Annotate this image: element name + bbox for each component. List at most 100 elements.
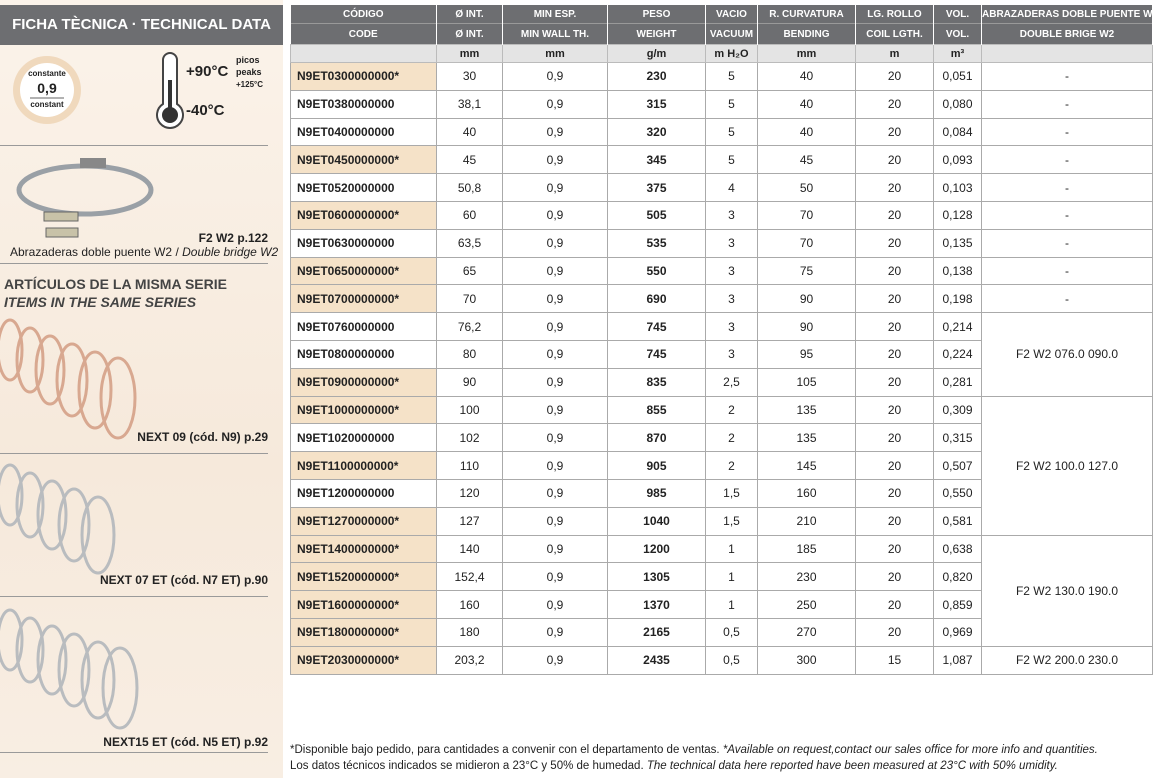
code-cell: N9ET0380000000 (290, 89, 437, 119)
value-cell: 0,9 (502, 645, 608, 675)
data-row: N9ET1270000000* 127 0,9 1040 1,5 210 20 0,581 (290, 506, 1153, 536)
value-cell: 0,9 (502, 451, 608, 480)
code-cell: N9ET1200000000 (290, 478, 437, 508)
value-cell: 50 (757, 173, 856, 202)
value-cell: 90 (757, 284, 856, 314)
header-cell: VACIO (705, 5, 758, 24)
value-cell: 1200 (607, 534, 706, 564)
value-cell: 0,5 (705, 645, 758, 675)
clamp-caption: Abrazaderas doble puente W2 / Double bri… (10, 245, 278, 259)
header-cell: mm (757, 44, 856, 63)
value-cell: 2165 (607, 617, 706, 647)
value-cell: 905 (607, 451, 706, 480)
data-row: N9ET2030000000* 203,2 0,9 2435 0,5 300 15 1,087… (290, 645, 1153, 675)
value-cell: 160 (757, 478, 856, 508)
value-cell: 1370 (607, 590, 706, 619)
value-cell: 20 (855, 617, 934, 647)
value-cell: 0,315 (933, 423, 982, 453)
value-cell: 160 (436, 590, 503, 619)
peak-es: picos (236, 55, 260, 65)
header-cell: BENDING (757, 23, 856, 45)
series-title-es: ARTÍCULOS DE LA MISMA SERIE (4, 276, 227, 292)
value-cell: 0,9 (502, 339, 608, 369)
value-cell: 230 (757, 562, 856, 592)
data-row: N9ET1520000000* 152,4 0,9 1305 1 230 20 0,820 (290, 562, 1153, 592)
value-cell: 70 (757, 200, 856, 230)
value-cell: 550 (607, 256, 706, 286)
footnote-es: *Disponible bajo pedido, para cantidades… (290, 744, 720, 756)
separator (0, 453, 268, 454)
value-cell: 0,9 (502, 478, 608, 508)
value-cell: 38,1 (436, 89, 503, 119)
value-cell: 110 (436, 451, 503, 480)
value-cell: 40 (757, 117, 856, 147)
value-cell: 20 (855, 89, 934, 119)
value-cell: 20 (855, 562, 934, 592)
value-cell: 20 (855, 590, 934, 619)
header-cell: CODE (290, 23, 437, 45)
value-cell: 0,507 (933, 451, 982, 480)
value-cell: 3 (705, 200, 758, 230)
peak-value: +125°C (236, 80, 263, 89)
value-cell: 2 (705, 395, 758, 425)
badge-bottom: constant (30, 100, 64, 109)
hose-images (0, 318, 139, 730)
value-cell: 40 (757, 89, 856, 119)
clamp-cell: - (981, 284, 1153, 314)
value-cell: 230 (607, 62, 706, 91)
header-cell: VOL. (933, 23, 982, 45)
value-cell: 3 (705, 339, 758, 369)
code-cell: N9ET0300000000* (290, 62, 437, 91)
value-cell: 250 (757, 590, 856, 619)
code-cell: N9ET0520000000 (290, 173, 437, 202)
code-cell: N9ET0650000000* (290, 256, 437, 286)
value-cell: 0,128 (933, 200, 982, 230)
peak-en: peaks (236, 67, 262, 77)
value-cell: 185 (757, 534, 856, 564)
value-cell: 15 (855, 645, 934, 675)
code-cell: N9ET1100000000* (290, 451, 437, 480)
data-row: N9ET1000000000* 100 0,9 855 2 135 20 0,309 F2 W2… (290, 395, 1153, 536)
clamp-bridge (43, 211, 79, 222)
header-cell: Ø INT. (436, 5, 503, 24)
data-row: N9ET1020000000 102 0,9 870 2 135 20 0,315 (290, 423, 1153, 453)
value-cell: 0,9 (502, 89, 608, 119)
value-cell: 1 (705, 590, 758, 619)
code-cell: N9ET1800000000* (290, 617, 437, 647)
separator (0, 145, 268, 146)
value-cell: 0,9 (502, 506, 608, 536)
value-cell: 1 (705, 534, 758, 564)
value-cell: 105 (757, 367, 856, 397)
value-cell: 210 (757, 506, 856, 536)
header-cell: PESO (607, 5, 706, 24)
value-cell: 0,224 (933, 339, 982, 369)
code-cell: N9ET2030000000* (290, 645, 437, 675)
value-cell: 0,550 (933, 478, 982, 508)
data-row: N9ET0630000000 63,5 0,9 535 3 70 20 0,135- (290, 228, 1153, 258)
header-cell: m³ (933, 44, 982, 63)
value-cell: 535 (607, 228, 706, 258)
clamp-cell: F2 W2 100.0 127.0 (981, 395, 1153, 536)
value-cell: 0,9 (502, 200, 608, 230)
clamp-caption-es: Abrazaderas doble puente W2 / (10, 245, 179, 259)
sidebar-icons (13, 52, 184, 129)
value-cell: 20 (855, 117, 934, 147)
value-cell: 0,9 (502, 228, 608, 258)
series-title-en: ITEMS IN THE SAME SERIES (4, 294, 197, 310)
value-cell: 152,4 (436, 562, 503, 592)
value-cell: 2435 (607, 645, 706, 675)
header-cell: MIN WALL TH. (502, 23, 608, 45)
header-cell: m H₂O (705, 44, 758, 63)
value-cell: 100 (436, 395, 503, 425)
value-cell: 203,2 (436, 645, 503, 675)
thermometer-column (168, 80, 172, 110)
value-cell: 3 (705, 284, 758, 314)
value-cell: 320 (607, 117, 706, 147)
value-cell: 0,9 (502, 367, 608, 397)
thermometer-bulb (162, 107, 178, 123)
value-cell: 1,087 (933, 645, 982, 675)
data-row: N9ET0300000000* 30 0,9 230 5 40 20 0,051- (290, 62, 1153, 91)
value-cell: 20 (855, 395, 934, 425)
value-cell: 0,9 (502, 395, 608, 425)
value-cell: 985 (607, 478, 706, 508)
